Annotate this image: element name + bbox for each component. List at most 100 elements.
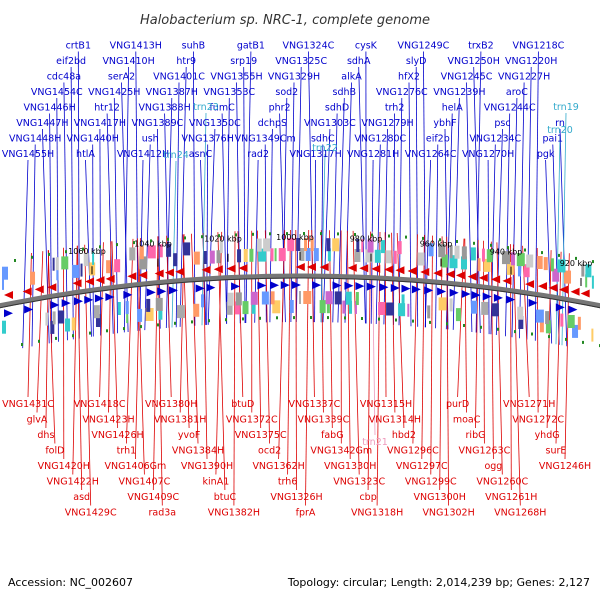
reverse-gene-leader-line: [278, 230, 286, 460]
reverse-gene-arrow: [347, 263, 357, 272]
forward-gene-arrow: [168, 286, 178, 295]
forward-gene-label: VNG1280C: [354, 134, 406, 145]
kbp-ticks: 1060 kbp 1040 kbp 1020 kbp 1000 kbp 980 kbp 9…: [14, 232, 600, 348]
tick-mark-inner: [72, 334, 74, 338]
rna-gene-leader-line: [320, 153, 326, 323]
forward-category-block: [518, 316, 524, 329]
reverse-gene-label: kinA1: [203, 477, 230, 488]
reverse-category-block: [80, 263, 83, 277]
reverse-category-block: [483, 258, 491, 272]
forward-gene-arrow: [482, 292, 492, 301]
reverse-category-block: [310, 238, 314, 251]
reverse-gene-arrow: [319, 263, 329, 272]
reverse-gene-label: VNG1429C: [65, 508, 117, 519]
forward-category-block: [235, 292, 242, 306]
reverse-category-block: [263, 238, 271, 252]
forward-gene-arrow: [461, 290, 471, 299]
forward-gene-label: asnC: [189, 149, 213, 160]
forward-gene-label: VNG1234C: [469, 134, 521, 145]
reverse-category-block: [274, 248, 277, 262]
reverse-gene-label: VNG1337C: [289, 399, 341, 410]
reverse-category-block: [71, 264, 79, 278]
forward-gene-arrow: [437, 287, 447, 296]
reverse-gene-label: VNG1390H: [181, 461, 233, 472]
reverse-gene-label: VNG1272C: [512, 415, 564, 426]
reverse-gene-leader-line: [135, 238, 141, 460]
reverse-gene-arrow: [491, 275, 501, 284]
reverse-gene-arrow: [72, 279, 82, 288]
reverse-category-block: [92, 251, 95, 265]
kbp-tick-label: 940 kbp: [490, 248, 523, 257]
reverse-category-block: [332, 238, 340, 252]
reverse-category-block: [106, 260, 111, 274]
reverse-category-block: [139, 256, 148, 270]
reverse-category-block: [313, 248, 319, 262]
reverse-gene-label: VNG1260C: [476, 477, 528, 488]
tick-mark-outer: [405, 235, 407, 239]
reverse-gene-leader-line: [430, 235, 433, 475]
reverse-gene-leader-line: [564, 253, 570, 460]
reverse-gene-leader-line: [367, 231, 371, 491]
forward-gene-leader-line: [207, 128, 216, 325]
reverse-category-block: [305, 248, 311, 261]
tick-mark-inner: [123, 327, 125, 331]
rrna-gene-label: trn21: [362, 437, 388, 448]
reverse-gene-arrow: [359, 264, 369, 273]
reverse-category-block: [52, 257, 55, 271]
forward-gene-arrow: [280, 281, 290, 290]
reverse-gene-label: VNG1271H: [503, 399, 555, 410]
forward-gene-label: pai1: [543, 134, 564, 145]
reverse-gene-arrow: [558, 285, 568, 294]
reverse-gene-label: dhs: [37, 430, 54, 441]
forward-gene-label: VNG1317H: [289, 149, 341, 160]
forward-gene-label: VNG1329H: [268, 72, 320, 83]
tick-mark-outer: [82, 247, 84, 251]
forward-gene-leader-line: [144, 144, 151, 331]
reverse-gene-arrow: [4, 290, 13, 299]
forward-category-block: [342, 300, 346, 314]
reverse-category-block: [397, 241, 402, 255]
reverse-gene-label: btuD: [231, 399, 254, 410]
reverse-gene-leader-line: [137, 238, 145, 475]
reverse-gene-leader-line: [490, 241, 494, 460]
reverse-category-block: [243, 249, 248, 262]
reverse-gene-label: VNG1261H: [485, 492, 537, 503]
reverse-gene-label: fabG: [321, 430, 344, 441]
reverse-category-block: [304, 238, 308, 251]
accession-text: Accession: NC_002607: [8, 576, 133, 589]
reverse-gene-label: VNG1382H: [208, 508, 260, 519]
forward-gene-label: VNG1412H: [117, 149, 169, 160]
forward-gene-label: VNG1447H: [16, 118, 68, 129]
reverse-gene-label: VNG1431C: [2, 399, 54, 410]
tick-mark-outer: [439, 238, 441, 242]
reverse-gene-label: trh1: [117, 446, 137, 457]
forward-gene-label: VNG1455H: [2, 149, 54, 160]
reverse-category-block: [2, 276, 4, 290]
reverse-category-block: [428, 243, 434, 257]
reverse-category-block: [417, 252, 425, 266]
forward-gene-label: VNG1425H: [88, 87, 140, 98]
forward-gene-arrow: [206, 283, 216, 292]
forward-gene-leader-line: [552, 144, 560, 345]
reverse-gene-leader-line: [152, 236, 159, 491]
tick-mark-inner: [208, 319, 210, 323]
tick-mark-inner: [582, 340, 584, 344]
reverse-gene-label: ocd2: [258, 446, 281, 457]
forward-gene-label: sdhD: [325, 103, 349, 114]
reverse-gene-leader-line: [77, 245, 83, 491]
reverse-gene-arrow: [395, 266, 405, 275]
forward-gene-leader-line: [139, 159, 144, 331]
tick-mark-inner: [446, 322, 448, 326]
forward-category-block: [261, 291, 269, 305]
forward-category-block: [455, 308, 461, 322]
reverse-category-block: [216, 250, 221, 264]
forward-gene-label: helA: [442, 103, 464, 114]
reverse-gene-leader-line: [320, 230, 324, 413]
forward-gene-arrow: [157, 287, 167, 296]
reverse-category-block: [470, 247, 476, 261]
reverse-gene-label: folD: [45, 446, 64, 457]
reverse-gene-leader-line: [287, 229, 291, 475]
forward-category-block: [176, 305, 185, 319]
backbone-edge: [0, 277, 600, 309]
forward-gene-label: serA2: [108, 72, 135, 83]
